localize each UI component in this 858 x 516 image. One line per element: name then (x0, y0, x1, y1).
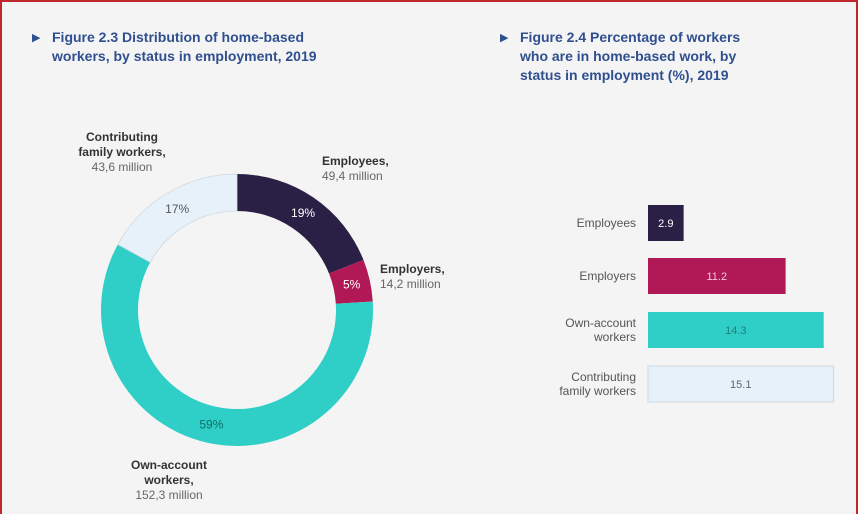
bar-category-label-line: workers (593, 330, 636, 344)
bar-category-label: Contributing family workers (476, 370, 636, 398)
bar-value-label: 11.2 (707, 271, 728, 283)
slice-amount: 14,2 million (380, 277, 441, 291)
bar (647, 365, 835, 403)
donut-slice (329, 259, 373, 304)
slice-amount: 152,3 million (135, 488, 203, 502)
bar-category-label-line: Employers (579, 269, 636, 283)
bar-category-label: Employees (476, 216, 636, 230)
slice-category: Employees, (322, 154, 389, 168)
figure-2-4-title-line1: Figure 2.4 Percentage of workers (520, 29, 741, 45)
bar-value-label: 14.3 (725, 325, 746, 337)
bar-value-label: 2.9 (658, 218, 673, 230)
figure-2-4-title: ▶ Figure 2.4 Percentage of workers who a… (500, 28, 840, 85)
slice-label-own-account-workers: Own-account workers, 152,3 million (84, 458, 254, 503)
triangle-marker-icon: ▶ (500, 32, 509, 44)
slice-label-employers: Employers, 14,2 million (380, 262, 500, 292)
slice-percent-label: 17% (165, 202, 189, 216)
slice-percent-label: 59% (199, 418, 223, 432)
slice-category: Employers, (380, 262, 445, 276)
bar (648, 258, 786, 294)
figure-2-3-title-line1: Figure 2.3 Distribution of home-based (52, 29, 305, 45)
slice-amount: 49,4 million (322, 169, 383, 183)
slice-amount: 43,6 million (91, 160, 153, 174)
slice-label-employees: Employees, 49,4 million (322, 154, 442, 184)
figure-2-4-title-line2: who are in home-based work, by (520, 48, 737, 64)
slice-category: workers, (144, 473, 194, 487)
figure-2-4-title-line3: status in employment (%), 2019 (520, 67, 729, 83)
figure-2-3-title: ▶ Figure 2.3 Distribution of home-based … (32, 28, 372, 66)
slice-label-contributing-family-workers: Contributing family workers, 43,6 millio… (32, 130, 212, 175)
bar-category-label-line: family workers (559, 384, 636, 398)
bar-category-label: Employers (476, 269, 636, 283)
triangle-marker-icon: ▶ (32, 32, 41, 44)
bar (648, 205, 684, 241)
bar (648, 312, 824, 348)
bar-category-label-line: Own-account (565, 316, 636, 330)
slice-percent-label: 19% (291, 206, 315, 220)
donut-slice (117, 173, 238, 263)
donut-slice (237, 174, 364, 274)
bar-category-label: Own-account workers (476, 316, 636, 344)
slice-category: Own-account (130, 458, 207, 472)
slice-category: Contributing (86, 130, 158, 144)
figure-2-3-title-line2: workers, by status in employment, 2019 (52, 48, 317, 64)
donut-slice (100, 244, 373, 446)
slice-percent-label: 5% (343, 277, 361, 291)
slice-category: family workers, (78, 145, 166, 159)
bar-category-label-line: Contributing (571, 370, 636, 384)
bar-value-label: 15.1 (730, 379, 751, 391)
bar-category-label-line: Employees (576, 216, 636, 230)
